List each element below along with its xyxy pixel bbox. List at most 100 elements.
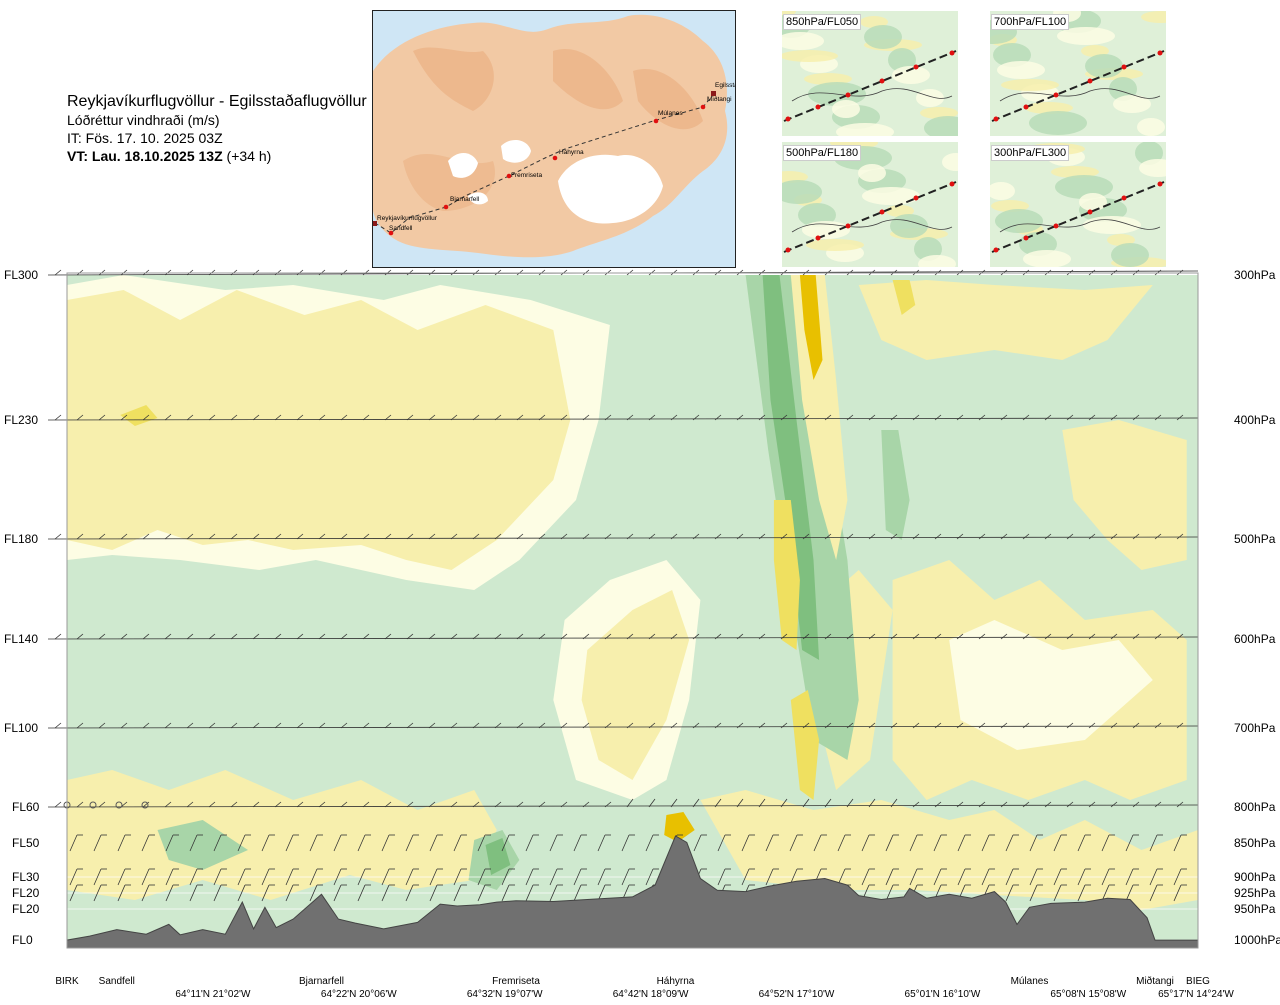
wind-barb xyxy=(142,414,150,421)
wave-ascent-low xyxy=(790,690,820,800)
wind-barb xyxy=(429,868,438,886)
wind-barb xyxy=(824,533,832,540)
wind-barb xyxy=(1029,868,1038,886)
wind-barb xyxy=(549,834,558,852)
wind-barb xyxy=(934,801,942,808)
wind-barb xyxy=(1176,414,1184,421)
wind-barb xyxy=(189,884,198,902)
wind-barb xyxy=(208,414,216,421)
wind-barb xyxy=(285,834,294,852)
coordinate-label: 64°52'N 17°10'W xyxy=(758,989,835,1000)
waypoint-label: Fremriseta xyxy=(492,976,540,987)
wind-barb xyxy=(560,533,568,540)
wind-barb xyxy=(626,798,634,808)
calm-wind-marker xyxy=(89,801,97,809)
wind-barb xyxy=(516,633,524,640)
wind-barb xyxy=(384,801,392,808)
wind-barb xyxy=(1132,414,1140,421)
wind-barb xyxy=(252,801,260,808)
upper-left-ascent xyxy=(67,290,571,570)
mini-map-field-patch xyxy=(832,100,860,118)
wind-barb xyxy=(736,414,744,421)
wind-barb xyxy=(384,414,392,421)
wind-barb xyxy=(274,533,282,540)
wind-barb xyxy=(582,801,590,808)
wind-barb xyxy=(98,801,106,808)
right-axis-label: 500hPa xyxy=(1234,532,1276,546)
mini-map-850: 850hPa/FL050 xyxy=(782,11,958,136)
left-axis-label: FL100 xyxy=(4,721,39,735)
wind-barb xyxy=(1022,722,1030,729)
wind-barb xyxy=(582,722,590,729)
wind-barb xyxy=(1154,722,1162,729)
mini-map-700-label: 700hPa/FL100 xyxy=(991,14,1070,30)
wind-barb xyxy=(450,633,458,640)
wind-barb xyxy=(1125,834,1134,852)
mini-map-field-patch xyxy=(1137,118,1165,136)
mini-map-field-patch xyxy=(1085,54,1123,78)
wind-barb xyxy=(472,801,480,808)
wind-barb xyxy=(165,868,174,886)
wind-barb xyxy=(141,884,150,902)
wind-barb xyxy=(692,798,700,808)
wind-barb xyxy=(741,868,750,886)
wind-barb xyxy=(846,533,854,540)
lower-left-ascent xyxy=(67,770,497,900)
wind-barb xyxy=(890,414,898,421)
wind-barb xyxy=(846,633,854,640)
wind-barb xyxy=(340,633,348,640)
wind-barb xyxy=(340,801,348,808)
wind-barb xyxy=(648,798,656,808)
wind-barb xyxy=(693,834,702,852)
wind-barb xyxy=(560,722,568,729)
wind-barb xyxy=(428,533,436,540)
wind-barb xyxy=(573,868,582,886)
mini-map-field-patch xyxy=(860,16,888,28)
wind-barb xyxy=(164,633,172,640)
wind-barb xyxy=(934,414,942,421)
wind-barb xyxy=(1176,533,1184,540)
wind-barb xyxy=(582,533,590,540)
wind-barb xyxy=(318,722,326,729)
wind-barb xyxy=(717,834,726,852)
wind-barb xyxy=(626,722,634,729)
wind-barb xyxy=(692,722,700,729)
wind-barb xyxy=(1000,722,1008,729)
wind-barb xyxy=(208,633,216,640)
coordinate-label: 65°08'N 15°08'W xyxy=(1050,989,1127,1000)
wind-barb xyxy=(956,633,964,640)
wind-barb xyxy=(1132,633,1140,640)
wind-barb xyxy=(538,633,546,640)
variable-label: Lóðréttur vindhraði (m/s) xyxy=(67,112,220,128)
wind-barb xyxy=(758,798,766,808)
wind-barb xyxy=(189,834,198,852)
waypoint-label: Múlanes xyxy=(1010,976,1049,987)
map-label-midtangi: Miðtangi xyxy=(707,95,732,103)
wind-barb xyxy=(261,834,270,852)
wind-barb xyxy=(1154,414,1162,421)
mini-map-field-patch xyxy=(990,182,1015,200)
mini-map-field-patch xyxy=(1107,234,1135,246)
mini-map-field-patch xyxy=(924,116,958,136)
init-time: IT: Fös. 17. 10. 2025 03Z xyxy=(67,130,223,146)
map-label-egilsstadir: Egilsstaðir xyxy=(715,81,735,89)
wind-barb xyxy=(93,884,102,902)
wind-barb xyxy=(406,414,414,421)
mini-map-field-patch xyxy=(942,153,958,171)
wind-barb xyxy=(120,414,128,421)
wind-barb xyxy=(477,868,486,886)
wind-barb xyxy=(934,722,942,729)
wind-barb xyxy=(186,414,194,421)
wind-barb xyxy=(1154,533,1162,540)
mini-map-field-patch xyxy=(782,32,824,50)
wind-barb xyxy=(1000,801,1008,808)
wind-barb xyxy=(1132,801,1140,808)
wind-barb xyxy=(780,533,788,540)
upper-right-ascent-peak xyxy=(892,280,916,315)
wind-barb xyxy=(890,798,898,808)
wind-barb xyxy=(780,722,788,729)
wind-barb xyxy=(670,533,678,540)
wind-barb xyxy=(54,414,62,421)
wind-barb xyxy=(237,834,246,852)
wind-barb xyxy=(296,722,304,729)
